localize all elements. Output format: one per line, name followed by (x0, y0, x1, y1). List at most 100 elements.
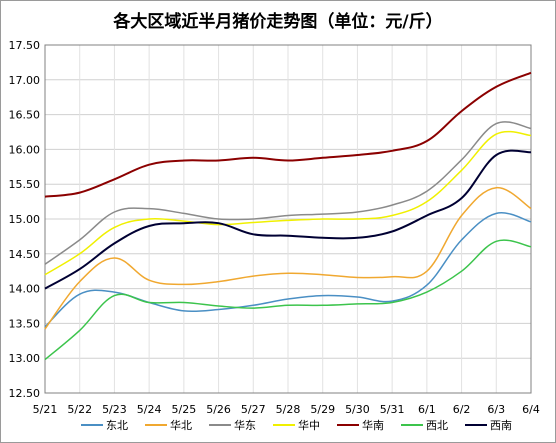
x-tick-label: 5/28 (276, 403, 301, 416)
data-point (530, 134, 532, 136)
data-point (252, 221, 254, 223)
data-point (391, 276, 393, 278)
data-point (79, 239, 81, 241)
x-tick-label: 6/2 (453, 403, 471, 416)
data-point (287, 159, 289, 161)
data-point (426, 270, 428, 272)
data-point (44, 328, 46, 330)
data-point (113, 294, 115, 296)
data-point (322, 294, 324, 296)
data-point (217, 222, 219, 224)
y-tick-label: 16.50 (9, 109, 41, 122)
data-point (79, 253, 81, 255)
data-point (287, 214, 289, 216)
data-point (148, 218, 150, 220)
data-point (356, 218, 358, 220)
x-tick-label: 5/26 (206, 403, 231, 416)
data-point (44, 273, 46, 275)
legend-label: 华东 (234, 418, 256, 432)
data-point (79, 280, 81, 282)
x-tick-label: 5/30 (345, 403, 370, 416)
y-tick-label: 12.50 (9, 387, 41, 400)
data-point (322, 218, 324, 220)
data-point (495, 240, 497, 242)
data-point (460, 169, 462, 171)
data-point (460, 239, 462, 241)
data-point (391, 301, 393, 303)
data-point (530, 151, 532, 153)
data-point (460, 159, 462, 161)
data-point (183, 212, 185, 214)
data-point (148, 207, 150, 209)
data-point (148, 301, 150, 303)
data-point (356, 154, 358, 156)
legend-label: 华中 (298, 418, 320, 432)
data-point (252, 307, 254, 309)
data-point (217, 218, 219, 220)
data-point (183, 159, 185, 161)
x-tick-label: 6/1 (418, 403, 436, 416)
data-point (217, 308, 219, 310)
data-point (113, 226, 115, 228)
x-tick-label: 6/4 (522, 403, 540, 416)
data-point (391, 150, 393, 152)
x-tick-label: 5/31 (380, 403, 405, 416)
legend-label: 华北 (170, 418, 192, 432)
data-point (148, 225, 150, 227)
legend-label: 东北 (106, 419, 128, 432)
y-tick-label: 13.00 (9, 352, 41, 365)
data-point (495, 122, 497, 124)
x-tick-label: 5/29 (310, 403, 335, 416)
data-point (391, 214, 393, 216)
data-point (252, 157, 254, 159)
y-tick-label: 17.50 (9, 39, 41, 52)
legend-label: 西南 (490, 419, 512, 432)
data-point (287, 235, 289, 237)
y-tick-label: 17.00 (9, 74, 41, 87)
data-point (426, 214, 428, 216)
x-tick-label: 5/24 (137, 403, 162, 416)
data-point (530, 246, 532, 248)
series-line-4 (44, 71, 532, 198)
data-point (287, 272, 289, 274)
data-point (460, 197, 462, 199)
data-point (322, 273, 324, 275)
data-point (79, 293, 81, 295)
data-point (495, 133, 497, 135)
data-point (113, 291, 115, 293)
legend-label: 西北 (426, 419, 448, 432)
x-tick-label: 5/21 (33, 403, 58, 416)
data-point (113, 211, 115, 213)
data-point (460, 110, 462, 112)
chart-title: 各大区域近半月猪价走势图（单位：元/斤） (113, 12, 443, 32)
data-point (426, 284, 428, 286)
data-point (460, 270, 462, 272)
data-point (113, 257, 115, 259)
data-point (79, 191, 81, 193)
data-point (495, 212, 497, 214)
series-line-2 (44, 121, 532, 265)
series-line-5 (44, 239, 532, 361)
y-tick-label: 14.50 (9, 248, 41, 261)
data-point (356, 237, 358, 239)
data-point (183, 222, 185, 224)
data-point (426, 291, 428, 293)
data-point (287, 304, 289, 306)
data-point (113, 242, 115, 244)
data-point (183, 220, 185, 222)
data-point (183, 301, 185, 303)
x-tick-label: 5/22 (67, 403, 92, 416)
y-tick-label: 16.00 (9, 143, 41, 156)
data-point (322, 237, 324, 239)
legend-label: 华南 (362, 418, 384, 432)
data-point (252, 218, 254, 220)
data-point (322, 157, 324, 159)
data-point (322, 213, 324, 215)
data-point (252, 233, 254, 235)
data-point (530, 72, 532, 74)
data-point (252, 275, 254, 277)
data-point (79, 329, 81, 331)
data-point (356, 303, 358, 305)
data-point (44, 263, 46, 265)
